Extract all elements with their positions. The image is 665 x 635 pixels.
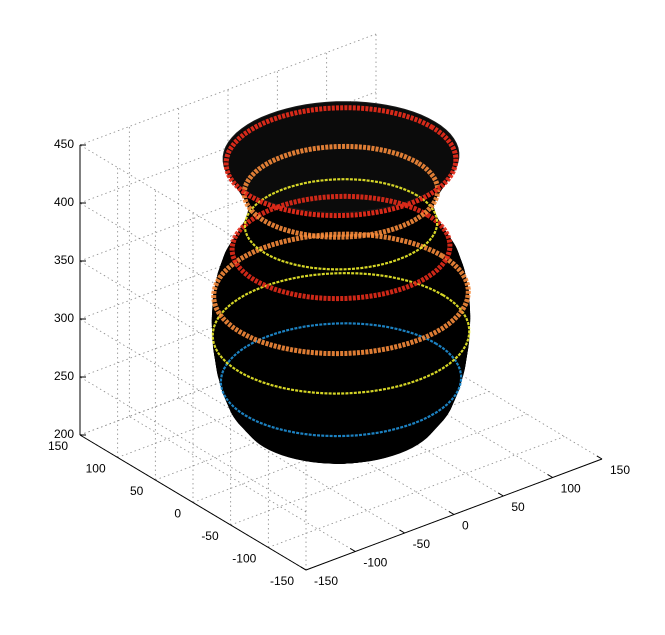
z-tick-label: 350: [54, 253, 74, 267]
floor-grid-line-x: [129, 416, 356, 552]
x-tick-mark: [497, 492, 504, 497]
y-tick-label: 100: [86, 462, 106, 476]
x-tick-label: 150: [610, 463, 630, 477]
left-wall-grid-horizontal: [79, 144, 307, 281]
surface-band: [223, 105, 459, 219]
x-tick-mark: [596, 455, 603, 460]
x-tick-label: -50: [413, 537, 431, 551]
y-tick-label: 150: [48, 439, 68, 453]
x-tick-label: 100: [561, 482, 581, 496]
z-tick-label: 250: [54, 369, 74, 383]
vase-surface: [211, 101, 471, 464]
floor-grid-line-y: [230, 413, 527, 526]
left-wall-grid-horizontal: [79, 202, 307, 339]
y-tick-label: -150: [270, 574, 294, 588]
floor-grid-line-y: [268, 436, 565, 548]
surface-band: [211, 271, 471, 395]
left-wall-grid-horizontal: [79, 318, 307, 455]
x-tick-label: 50: [511, 500, 525, 514]
floor-grid-line-x: [178, 397, 405, 534]
z-tick-label: 300: [54, 311, 74, 325]
y-tick-label: 0: [174, 507, 181, 521]
x-tick-label: -100: [363, 556, 387, 570]
right-wall-grid-horizontal: [79, 33, 377, 146]
y-axis-line: [79, 434, 307, 571]
z-tick-label: 400: [54, 195, 74, 209]
right-wall-grid-horizontal: [79, 149, 377, 262]
x-tick-mark: [300, 566, 307, 571]
x-tick-mark: [448, 510, 455, 515]
surface-band: [219, 322, 463, 438]
surface-band: [229, 193, 453, 302]
z-tick-label: 450: [54, 137, 74, 151]
x-tick-mark: [547, 473, 553, 478]
y-tick-label: -100: [232, 552, 256, 566]
tick-labels: -150 -100 -50 0 50 100 150 -150 -100 -50 0 50 100 150…: [48, 137, 630, 588]
x-tick-label: -150: [314, 574, 338, 588]
z-tick-label: 200: [54, 427, 74, 441]
left-wall-grid-horizontal: [79, 376, 307, 513]
surface-band: [243, 178, 439, 271]
x-tick-label: 0: [462, 519, 469, 533]
x-tick-mark: [399, 529, 405, 534]
surface-band: [211, 231, 471, 357]
y-tick-label: 50: [130, 484, 144, 498]
x-tick-mark: [349, 547, 356, 552]
axis-layer: [79, 144, 603, 571]
y-tick-label: -50: [201, 529, 219, 543]
left-wall-grid-horizontal: [79, 260, 307, 397]
